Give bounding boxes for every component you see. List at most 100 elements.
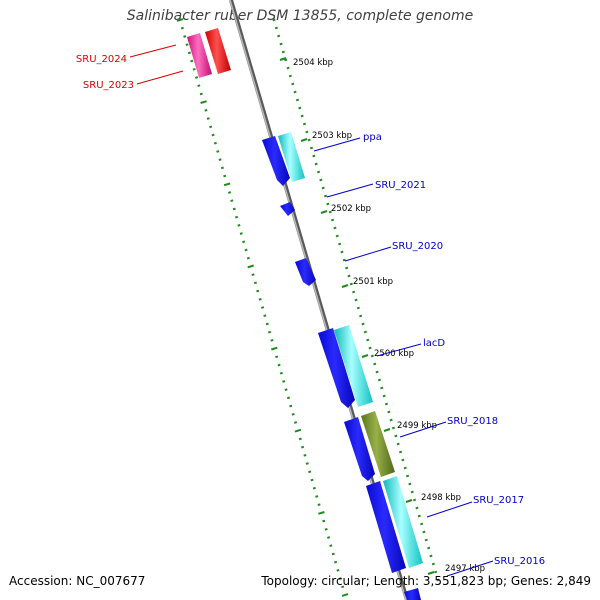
kbp-tick-label: 2503 kbp	[312, 131, 352, 141]
scale-tick	[338, 577, 342, 580]
scale-tick	[341, 593, 349, 597]
scale-tick	[281, 50, 285, 54]
scale-tick	[190, 59, 194, 63]
scale-tick	[305, 462, 309, 465]
scale-tick	[317, 503, 321, 506]
scale-tick	[321, 186, 325, 190]
scale-tick	[309, 146, 314, 150]
gene-label-lacd[interactable]: lacD	[423, 338, 445, 349]
scale-tick	[389, 418, 393, 422]
gene-sru-2020[interactable]	[295, 258, 316, 286]
gene-label-ppa[interactable]: ppa	[363, 132, 382, 143]
label-leader-lines	[129, 44, 494, 577]
inner-tick-row	[176, 18, 349, 597]
gene-label-sru-2020[interactable]: SRU_2020	[392, 241, 443, 252]
gene-label-sru-2021[interactable]: SRU_2021	[375, 180, 426, 191]
gene-sru-2018-inner[interactable]	[344, 417, 375, 481]
scale-tick	[323, 194, 328, 198]
map-title: Salinibacter ruber DSM 13855, complete g…	[126, 8, 474, 24]
scale-tick	[380, 386, 384, 390]
scale-tick	[211, 133, 215, 137]
scale-tick	[277, 363, 281, 367]
scale-tick	[303, 454, 307, 457]
scale-tick	[268, 330, 272, 334]
scale-tick	[216, 150, 220, 153]
kbp-tick-label: 2498 kbp	[421, 493, 461, 503]
scale-tick	[408, 482, 412, 486]
scale-tick	[247, 264, 254, 269]
gene-lacd-inner[interactable]	[318, 328, 355, 408]
kbp-tick-label: 2497 kbp	[445, 564, 485, 574]
gene-sru-2018-outer[interactable]	[361, 411, 395, 477]
gene-sru-2017-inner[interactable]	[366, 481, 406, 573]
scale-tick	[312, 486, 316, 490]
scale-tick	[263, 314, 267, 318]
scale-tick	[244, 248, 248, 252]
scale-tick	[209, 125, 213, 129]
scale-tick	[354, 298, 358, 302]
scale-tick	[422, 530, 426, 534]
scale-tick	[417, 514, 421, 518]
gene-sru-2021[interactable]	[280, 202, 295, 216]
scale-tick	[284, 388, 288, 391]
gene-label-sru-2023[interactable]: SRU_2023	[83, 80, 134, 91]
scale-tick	[401, 458, 405, 462]
scale-tick	[319, 178, 323, 182]
scale-tick	[340, 250, 344, 254]
kbp-tick-label: 2500 kbp	[374, 349, 414, 359]
scale-tick	[387, 410, 391, 414]
scale-tick	[277, 34, 281, 38]
scale-tick	[373, 362, 377, 366]
gene-labels: SRU_2024 SRU_2023 ppa SRU_2021 SRU_2020 …	[76, 54, 545, 567]
gene-ppa-inner[interactable]	[262, 136, 290, 186]
gene-lacd-outer[interactable]	[334, 325, 373, 407]
gene-sru-2024[interactable]	[205, 28, 231, 74]
scale-tick	[370, 354, 374, 358]
scale-tick	[396, 442, 400, 446]
gene-sru-2016[interactable]	[404, 588, 421, 600]
scale-tick	[300, 114, 304, 118]
scale-tick	[349, 282, 353, 286]
scale-tick	[223, 182, 231, 187]
gene-ppa-outer[interactable]	[278, 132, 305, 182]
gene-label-sru-2018[interactable]: SRU_2018	[447, 416, 498, 427]
kbp-tick-label: 2504 kbp	[293, 58, 333, 68]
scale-tick	[326, 202, 330, 206]
kbp-tick-labels: 2504 kbp 2503 kbp 2502 kbp 2501 kbp 2500…	[293, 58, 485, 574]
scale-tick	[204, 109, 208, 112]
scale-tick	[187, 51, 191, 55]
scale-tick	[194, 76, 199, 79]
scale-tick	[271, 346, 278, 351]
scale-tick	[213, 141, 217, 145]
gene-sru-2017-outer[interactable]	[383, 476, 423, 568]
scale-tick	[394, 434, 398, 438]
gene-label-sru-2017[interactable]: SRU_2017	[473, 495, 524, 506]
scale-tick	[324, 527, 328, 531]
scale-tick	[356, 306, 360, 310]
kbp-tick-label: 2499 kbp	[397, 421, 437, 431]
scale-tick	[218, 158, 222, 161]
gene-sru-2023[interactable]	[187, 33, 212, 78]
scale-tick	[185, 43, 189, 46]
accession-label: Accession: NC_007677	[9, 574, 146, 588]
scale-tick	[288, 74, 292, 78]
scale-tick	[315, 495, 319, 498]
scale-tick	[260, 306, 265, 309]
scale-tick	[410, 490, 414, 494]
scale-tick	[258, 297, 262, 301]
scale-tick	[239, 232, 243, 235]
scale-tick	[183, 35, 187, 38]
scale-tick	[335, 234, 339, 238]
scale-tick	[227, 191, 232, 194]
scale-tick	[291, 412, 295, 416]
scale-tick	[265, 322, 269, 326]
scale-tick	[329, 544, 333, 548]
gene-label-sru-2016[interactable]: SRU_2016	[494, 556, 545, 567]
gene-label-sru-2024[interactable]: SRU_2024	[76, 54, 127, 65]
scale-tick	[382, 394, 386, 398]
scale-tick	[232, 207, 236, 211]
scale-tick	[286, 396, 290, 400]
scale-tick	[384, 402, 389, 406]
scale-tick	[322, 519, 326, 523]
scale-tick	[279, 371, 283, 375]
